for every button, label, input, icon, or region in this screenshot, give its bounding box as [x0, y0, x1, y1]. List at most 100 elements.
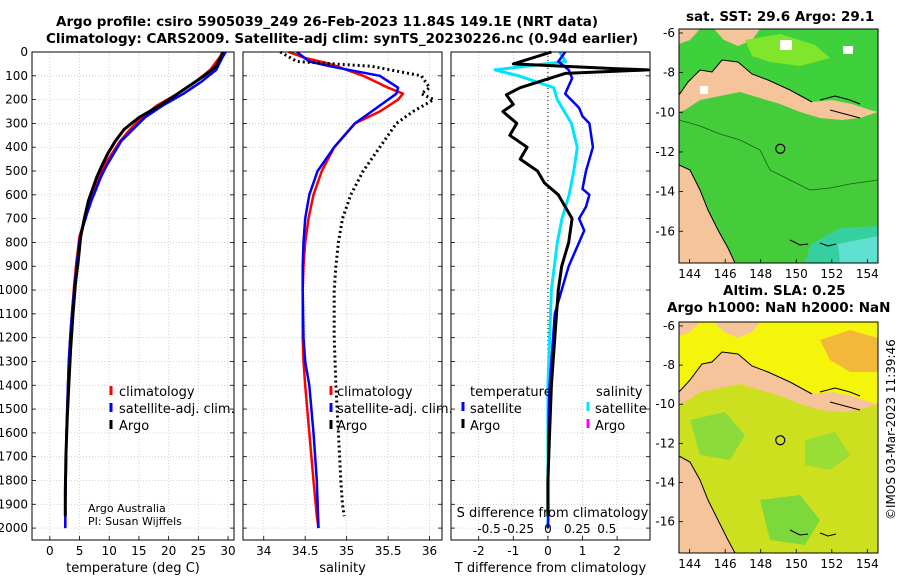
sst-ocean-south: [679, 92, 878, 263]
salinity-x-tick-label: 35.5: [375, 544, 402, 558]
salinity-x-tick-label: 36: [422, 544, 437, 558]
temperature-x-tick-label: 10: [102, 544, 117, 558]
sst-ocean: [679, 29, 878, 112]
difference-x-tick-label: 0: [544, 544, 552, 558]
difference-x-tick-label: 1: [579, 544, 587, 558]
sst-map-x-tick-label: 150: [785, 267, 808, 281]
sst-map-y-tick-label: -6: [663, 26, 675, 40]
y-tick-label: 1700: [0, 450, 28, 464]
y-tick-label: 1900: [0, 497, 28, 511]
temperature-x-tick-label: 20: [161, 544, 176, 558]
sla-coast-qld: [679, 455, 736, 553]
sla-argo-position: [775, 435, 786, 446]
salinity-climatology-line: [288, 50, 405, 529]
difference-temperature-argo-line: [501, 50, 650, 517]
sla-map-y-tick-label: -12: [655, 436, 675, 450]
sla-map-x-tick-label: 150: [785, 557, 808, 571]
difference-legend-temperature-title: temperature: [470, 385, 552, 400]
sst-map-x-tick-label: 148: [749, 267, 772, 281]
annotation-pi: PI: Susan Wijffels: [88, 515, 182, 528]
sst-cool-patch-2: [838, 236, 878, 263]
sla-map-y-tick-label: -16: [655, 515, 675, 529]
salinity-x-tick-label: 34: [256, 544, 271, 558]
sla-map-y-tick-label: -14: [655, 476, 675, 490]
salinity-legend-label-satellite-adj-clim: satellite-adj. clim.: [337, 402, 453, 417]
y-tick-label: 300: [5, 116, 28, 130]
difference-legend-s-satellite-label: satellite: [595, 402, 647, 417]
sla-map-x-tick-label: 154: [856, 557, 879, 571]
sst-cloud: [780, 40, 792, 50]
figure-title-line2: Climatology: CARS2009. Satellite-adj cli…: [46, 31, 639, 47]
difference-legend-t-satellite-label: satellite: [470, 402, 522, 417]
panel-difference: -2 -1 0 1 2 T difference from climatology -0.5…: [450, 50, 651, 576]
temperature-legend-label-satellite-adj-clim: satellite-adj. clim.: [119, 402, 235, 417]
difference-s-tick-label: 0: [544, 522, 552, 536]
temperature-x-tick-label: 15: [131, 544, 146, 558]
sst-map-x-tick-label: 152: [820, 267, 843, 281]
salinity-argo-line: [279, 50, 436, 517]
sst-map-title: sat. SST: 29.6 Argo: 29.1: [686, 9, 875, 25]
y-tick-label: 1400: [0, 378, 28, 392]
salinity-plot-area: [243, 52, 442, 540]
difference-x-tick-label: 2: [613, 544, 621, 558]
temperature-x-tick-label: 0: [46, 544, 54, 558]
temperature-x-tick-label: 30: [220, 544, 235, 558]
sst-map-y-tick-label: -16: [655, 224, 675, 238]
sla-map-frame: [678, 321, 879, 554]
sst-map-y-tick-label: -8: [663, 66, 675, 80]
sst-coast-qld: [679, 164, 736, 263]
sla-map-title-line1: Altim. SLA: 0.25: [723, 283, 846, 299]
sla-map-title-line2: Argo h1000: NaN h2000: NaN: [667, 300, 891, 316]
difference-s-tick-label: -0.5: [477, 522, 500, 536]
sst-islands: [789, 95, 861, 247]
sla-green-patch: [690, 412, 745, 460]
sla-map: 144 146 148 150 152 154 -6 -8 -10 -12 -14 -16: [655, 319, 878, 571]
salinity-frame: [242, 51, 443, 541]
difference-x-tick-label: -2: [473, 544, 485, 558]
y-tick-label: 700: [5, 212, 28, 226]
salinity-satellite-adj-clim-line: [296, 51, 400, 529]
difference-salinity-satellite-line: [493, 51, 579, 529]
y-tick-label: 800: [5, 235, 28, 249]
difference-legend-s-argo-label: Argo: [595, 419, 625, 434]
sst-map-y-tick-label: -14: [655, 185, 675, 199]
sst-map-x-tick-label: 144: [678, 267, 701, 281]
difference-x-tick-label: -1: [507, 544, 519, 558]
sla-map-y-tick-label: -10: [655, 397, 675, 411]
temperature-argo-line: [63, 51, 225, 517]
y-tick-label: 1600: [0, 426, 28, 440]
sst-coast-png: [679, 59, 813, 103]
y-tick-label: 0: [20, 45, 28, 59]
sla-orange-patch: [820, 330, 878, 372]
sst-cloud-3: [700, 86, 708, 94]
difference-s-tick-label: -0.25: [503, 522, 534, 536]
sst-map-y-tick-label: -12: [655, 145, 675, 159]
y-tick-label: 600: [5, 188, 28, 202]
y-tick-label: 2000: [0, 521, 28, 535]
y-tick-label: 100: [5, 69, 28, 83]
sla-green-patch-2: [760, 495, 820, 545]
difference-x-axis-label: T difference from climatology: [454, 561, 647, 576]
sst-map-x-tick-label: 146: [714, 267, 737, 281]
figure-title-line1: Argo profile: csiro 5905039_249 26-Feb-2…: [56, 14, 599, 30]
temperature-x-tick-label: 5: [76, 544, 84, 558]
sla-map-x-tick-label: 144: [678, 557, 701, 571]
temperature-legend-label-climatology: climatology: [119, 385, 195, 400]
y-tick-label: 1300: [0, 354, 28, 368]
sst-depth-contour: [679, 119, 878, 191]
sla-map-x-tick-label: 148: [749, 557, 772, 571]
temperature-frame: [31, 51, 235, 541]
sst-map-frame: [678, 28, 879, 264]
y-tick-label: 1500: [0, 402, 28, 416]
y-tick-label: 900: [5, 259, 28, 273]
sla-map-x-tick-label: 152: [820, 557, 843, 571]
sla-map-y-tick-label: -6: [663, 319, 675, 333]
panel-salinity: 34 34.5 35 35.5 36 salinity climatology satelli…: [242, 50, 453, 576]
sst-map: 144 146 148 150 152 154 -6 -8 -10 -12 -14 -16: [655, 26, 878, 281]
salinity-legend-label-climatology: climatology: [337, 385, 413, 400]
sla-coast-png: [679, 351, 813, 395]
sst-map-y-tick-label: -10: [655, 105, 675, 119]
y-tick-label: 500: [5, 164, 28, 178]
panel-temperature: 0100200300400500600700800900100011001200…: [0, 45, 236, 576]
